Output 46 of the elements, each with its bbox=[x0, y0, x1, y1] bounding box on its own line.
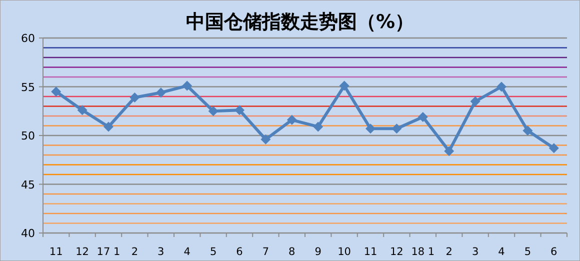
point bbox=[444, 146, 454, 156]
y-tick-label: 55 bbox=[21, 80, 35, 94]
x-tick-label: 2 bbox=[131, 246, 138, 258]
x-tick-label: 4 bbox=[498, 246, 506, 258]
x-tick-label: 4 bbox=[184, 246, 191, 258]
x-tick-label: 17 1 bbox=[96, 246, 120, 258]
x-tick-label: 3 bbox=[472, 246, 479, 258]
point bbox=[182, 80, 192, 91]
point bbox=[77, 105, 88, 116]
x-tick-label: 8 bbox=[288, 246, 296, 258]
x-tick-label: 12 bbox=[76, 246, 89, 258]
point bbox=[366, 124, 376, 134]
point bbox=[104, 122, 114, 132]
point bbox=[286, 114, 297, 125]
x-tick-label: 10 bbox=[338, 246, 351, 258]
point bbox=[418, 112, 428, 122]
point bbox=[51, 86, 62, 97]
x-tick-label: 2 bbox=[446, 246, 452, 258]
x-tick-label: 3 bbox=[158, 246, 164, 258]
point bbox=[208, 106, 218, 116]
x-tick-label: 5 bbox=[210, 246, 217, 258]
x-tick-label: 6 bbox=[236, 246, 244, 258]
x-tick-label: 18 1 bbox=[411, 246, 435, 258]
x-tick-label: 9 bbox=[314, 246, 322, 258]
y-tick-label: 50 bbox=[21, 130, 35, 142]
point bbox=[339, 80, 350, 91]
point bbox=[156, 88, 166, 98]
point bbox=[234, 105, 244, 116]
point bbox=[548, 143, 559, 154]
point bbox=[313, 122, 324, 132]
y-tick-label: 40 bbox=[21, 227, 35, 240]
x-tick-label: 6 bbox=[550, 246, 558, 258]
y-tick-label: 45 bbox=[21, 178, 35, 192]
chart-title: 中国仓储指数走势图（%） bbox=[186, 11, 414, 33]
x-tick-label: 11 bbox=[49, 246, 63, 258]
x-tick-label: 12 bbox=[390, 246, 404, 258]
point bbox=[522, 126, 533, 136]
point bbox=[470, 96, 480, 106]
point bbox=[130, 92, 140, 102]
x-tick-label: 11 bbox=[364, 246, 378, 258]
point bbox=[392, 124, 402, 134]
point bbox=[496, 82, 506, 92]
y-tick-label: 60 bbox=[21, 32, 35, 45]
x-tick-label: 5 bbox=[524, 246, 532, 258]
point bbox=[260, 134, 271, 144]
x-tick-label: 7 bbox=[262, 246, 270, 258]
